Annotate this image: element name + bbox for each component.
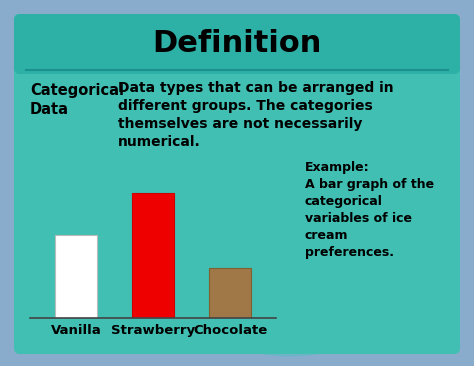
Text: Example:
A bar graph of the
categorical
variables of ice
cream
preferences.: Example: A bar graph of the categorical … [305,161,434,259]
FancyBboxPatch shape [14,14,460,354]
Bar [55,235,97,318]
Circle shape [125,26,455,356]
Text: Data types that can be arranged in
different groups. The categories
themselves a: Data types that can be arranged in diffe… [118,81,393,149]
Bar [132,194,174,318]
Text: Definition: Definition [152,29,322,57]
Bar [209,268,251,318]
Text: Categorical
Data: Categorical Data [30,83,124,117]
FancyBboxPatch shape [14,14,460,74]
